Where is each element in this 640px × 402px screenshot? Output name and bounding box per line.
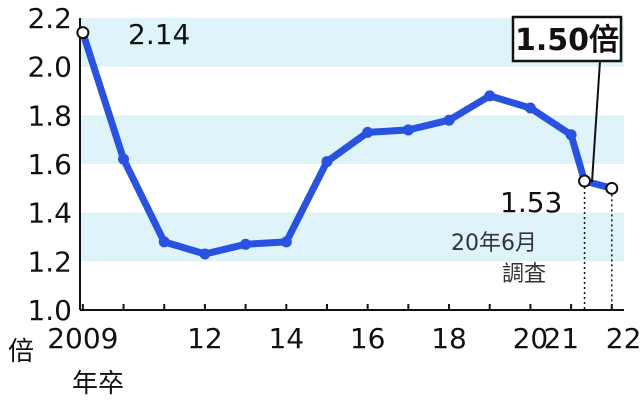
survey-guides xyxy=(583,187,613,310)
data-point-7 xyxy=(362,126,374,138)
y-tick-label-4: 1.8 xyxy=(27,99,72,132)
y-tick-labels: 1.0 1.2 1.4 1.6 1.8 2.0 2.2 xyxy=(27,2,72,327)
x-tick-label-18: 18 xyxy=(431,322,467,355)
latest-callout-leader xyxy=(591,60,601,183)
x-tick-label-20: 20 xyxy=(513,322,549,355)
x-tick-label-2009: 2009 xyxy=(47,322,118,355)
data-point-3 xyxy=(199,248,211,260)
annotation-survey-label-1: 20年6月 xyxy=(451,231,537,256)
x-tick-label-21: 21 xyxy=(543,322,579,355)
y-tick-label-0: 1.0 xyxy=(27,294,72,327)
annotation-survey-label-2: 調査 xyxy=(502,262,546,287)
data-point-14 xyxy=(605,181,619,195)
data-point-1 xyxy=(118,153,130,165)
data-point-0 xyxy=(76,26,90,40)
data-points xyxy=(76,26,619,260)
y-tick-label-3: 1.6 xyxy=(27,148,72,181)
annotation-first-value: 2.14 xyxy=(128,18,190,51)
latest-callout-box xyxy=(511,15,623,63)
y-tick-label-6: 2.2 xyxy=(27,2,72,35)
y-tick-label-2: 1.4 xyxy=(27,197,72,230)
data-point-10 xyxy=(484,90,496,102)
x-tick-label-22: 22 xyxy=(606,322,640,355)
data-point-11 xyxy=(524,102,536,114)
data-point-6 xyxy=(321,156,333,168)
x-axis-unit-label: 年卒 xyxy=(72,369,124,399)
axes xyxy=(79,18,624,311)
y-axis-unit-label: 倍 xyxy=(8,337,34,367)
y-tick-label-1: 1.2 xyxy=(27,245,72,278)
data-point-4 xyxy=(240,238,252,250)
latest-callout-label: 1.50倍 xyxy=(515,23,619,58)
annotation-survey-value: 1.53 xyxy=(500,186,562,219)
data-point-8 xyxy=(402,124,414,136)
x-tick-label-14: 14 xyxy=(268,322,304,355)
x-tick-label-16: 16 xyxy=(350,322,386,355)
data-point-9 xyxy=(443,114,455,126)
data-point-13 xyxy=(578,174,592,188)
x-tick-label-12: 12 xyxy=(187,322,223,355)
y-tick-label-5: 2.0 xyxy=(27,51,72,84)
data-point-2 xyxy=(158,236,170,248)
grid-band-2 xyxy=(80,212,624,262)
data-point-5 xyxy=(280,236,292,248)
data-point-12 xyxy=(565,129,577,141)
latest-callout: 1.50倍 xyxy=(511,15,623,183)
